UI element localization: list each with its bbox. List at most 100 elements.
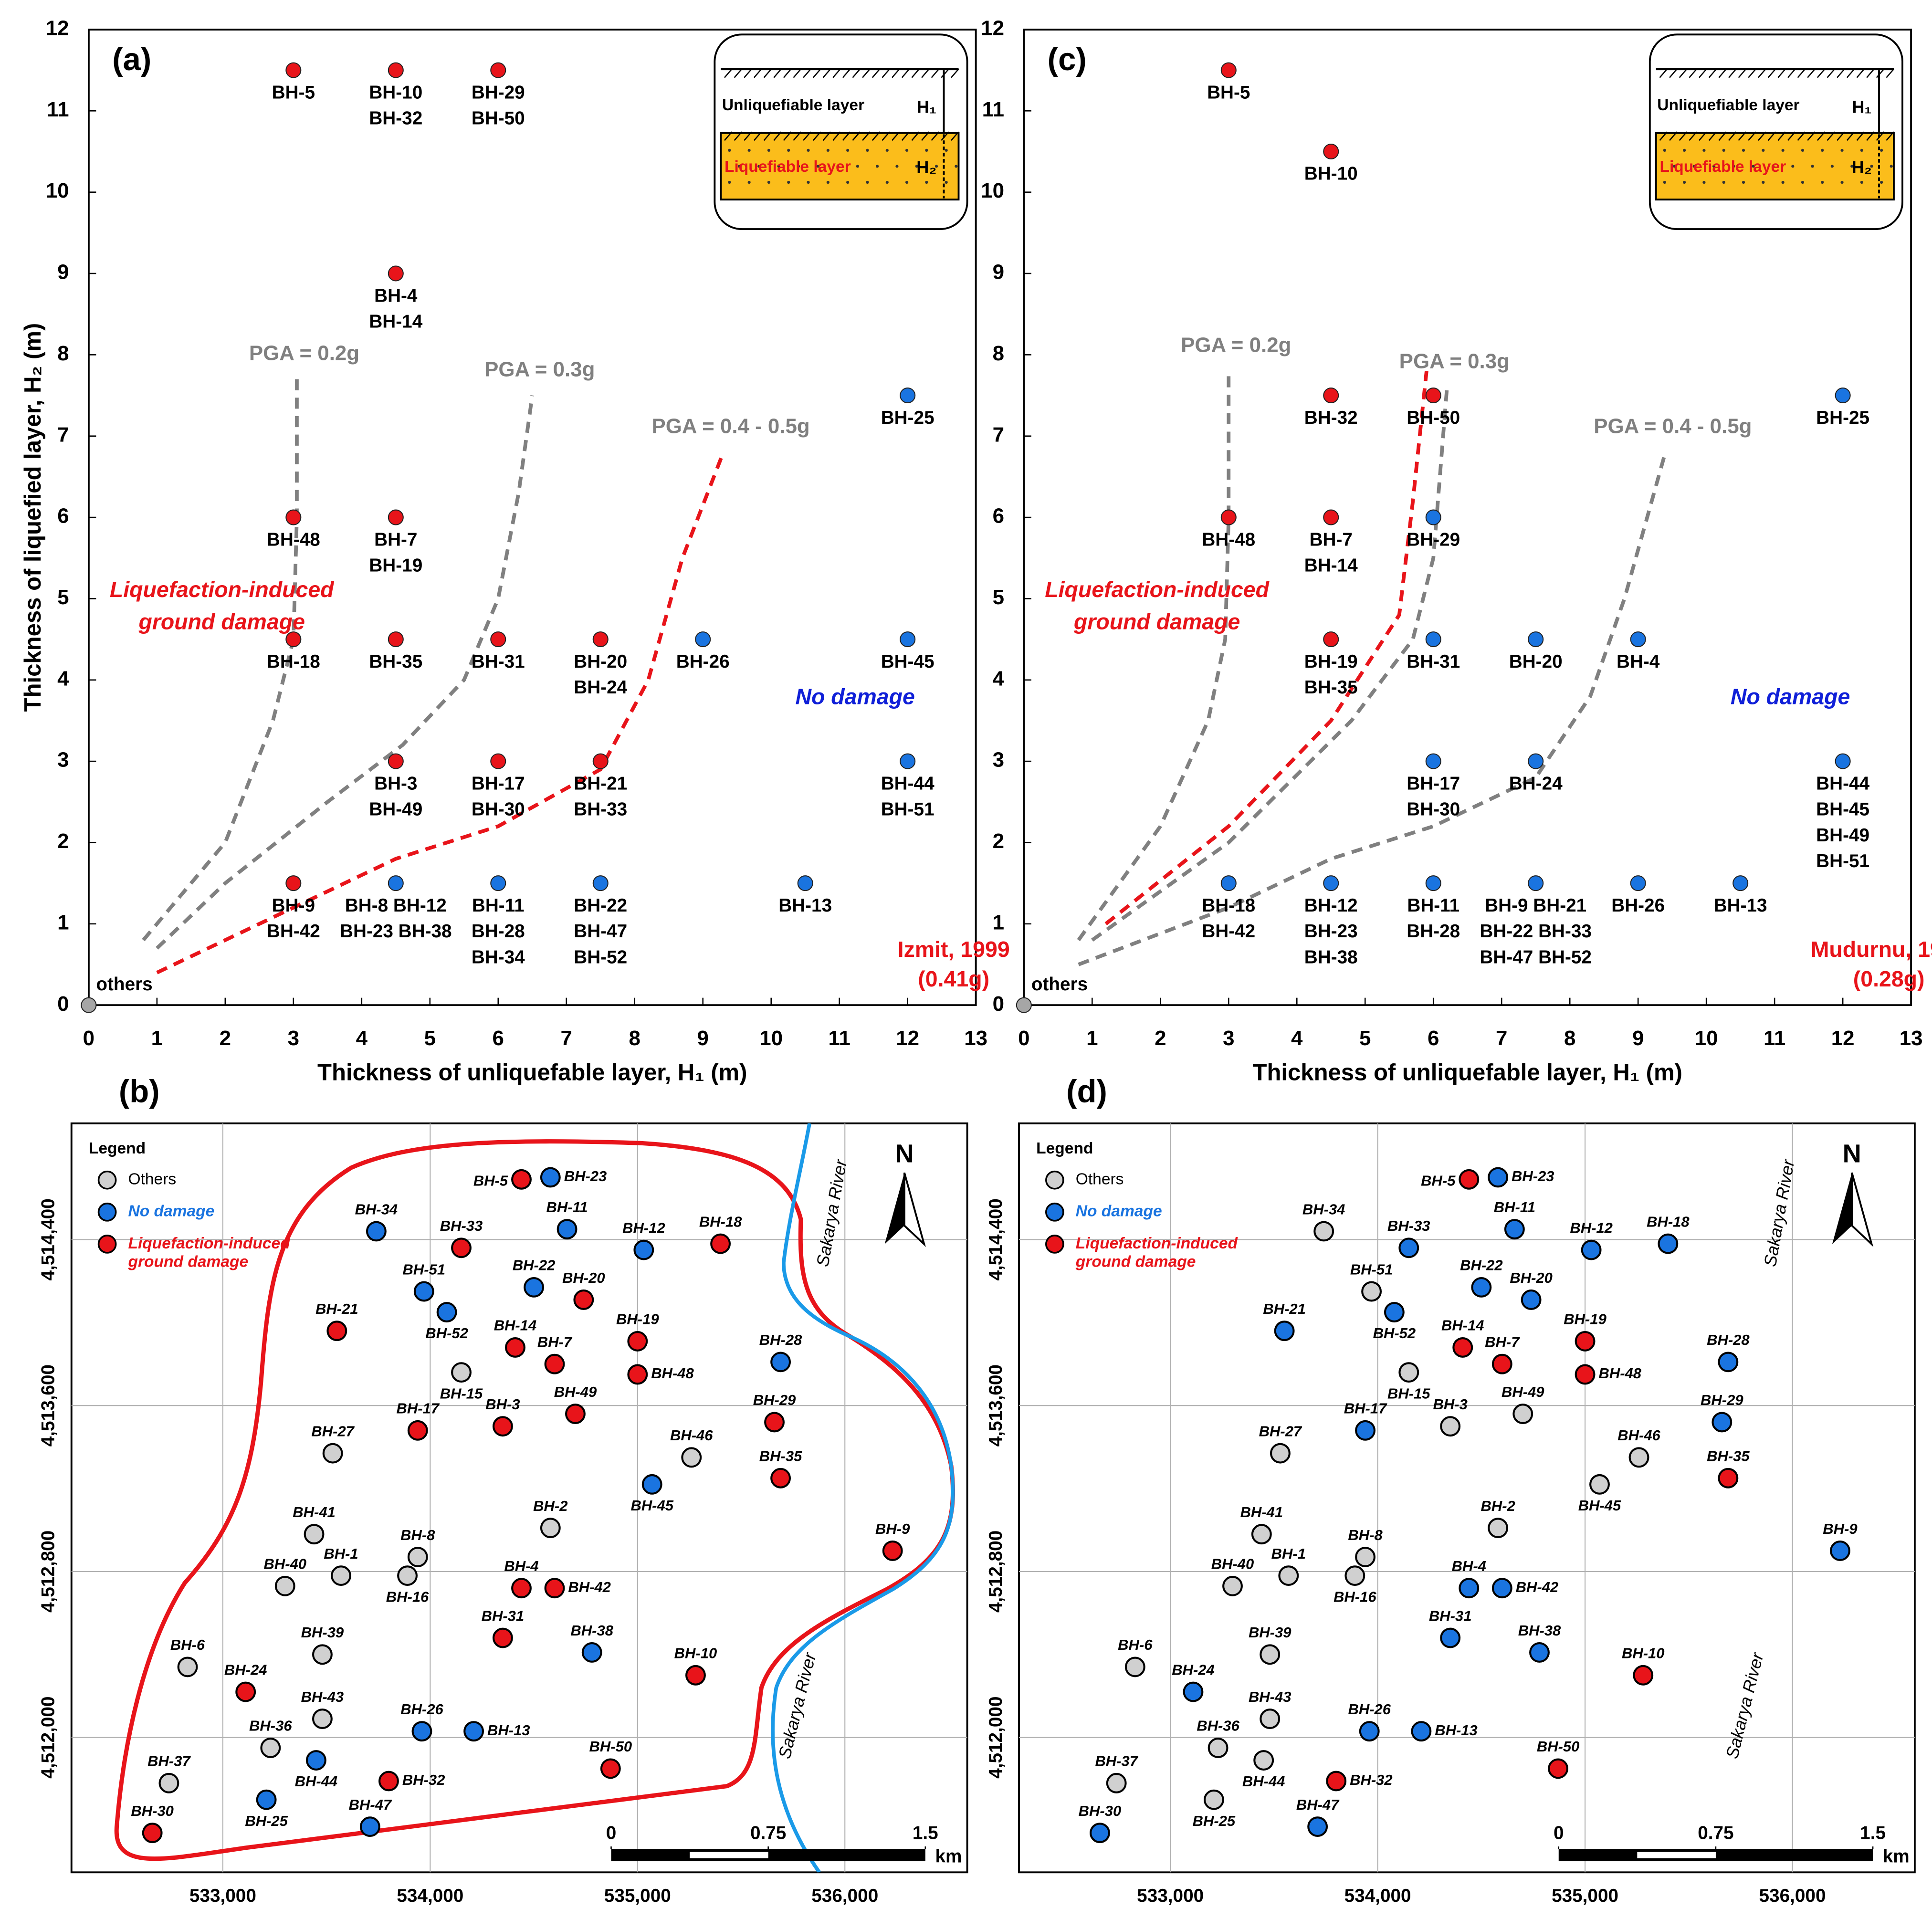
borehole <box>260 1738 281 1758</box>
point-label: BH-32 <box>369 108 422 129</box>
hatch <box>724 68 733 78</box>
borehole-label: BH-41 <box>293 1504 336 1520</box>
data-point <box>285 62 302 78</box>
sand-dot <box>777 165 780 168</box>
hatch <box>1807 131 1816 141</box>
point-label: BH-7 <box>1310 529 1353 550</box>
sand-dot <box>797 165 800 168</box>
y-tick-label: 8 <box>57 342 69 365</box>
point-label: BH-9 <box>272 895 315 916</box>
borehole-label: BH-16 <box>1334 1588 1376 1605</box>
borehole <box>710 1233 731 1254</box>
hatch <box>822 131 831 141</box>
y-tick-label: 4,512,800 <box>986 1531 1006 1613</box>
point-label: BH-17 <box>472 773 525 794</box>
x-tick-label: 11 <box>1764 1027 1785 1050</box>
borehole-label: BH-5 <box>473 1173 508 1189</box>
borehole <box>540 1518 561 1539</box>
data-point <box>388 265 404 282</box>
borehole-label: BH-19 <box>616 1311 659 1328</box>
data-point <box>1425 875 1441 891</box>
borehole <box>1488 1167 1509 1188</box>
y-tick-label: 6 <box>993 504 1004 528</box>
x-tick-label: 12 <box>896 1027 919 1050</box>
hatch <box>1876 68 1885 78</box>
point-label: BH-19 <box>1304 651 1358 672</box>
borehole-label: BH-42 <box>1516 1579 1559 1595</box>
borehole <box>366 1221 387 1242</box>
hatch <box>931 131 940 141</box>
map-frame <box>1018 1122 1916 1874</box>
x-tick-label: 13 <box>964 1027 987 1050</box>
borehole-label: BH-38 <box>570 1622 613 1639</box>
data-point <box>388 753 404 769</box>
panel-label: (b) <box>119 1074 160 1110</box>
borehole-label: BH-35 <box>1707 1448 1750 1465</box>
point-label: BH-33 <box>574 799 627 820</box>
point-label: BH-51 <box>1816 851 1869 871</box>
point-label: BH-17 <box>1407 773 1460 794</box>
borehole-label: BH-46 <box>670 1427 713 1444</box>
borehole-label: BH-41 <box>1240 1504 1283 1520</box>
point-label: BH-45 <box>1816 799 1869 820</box>
borehole-label: BH-14 <box>494 1317 537 1334</box>
scale-label: 1.5 <box>1860 1823 1886 1843</box>
scale-label: 1.5 <box>913 1823 938 1843</box>
point-label: BH-4 <box>1617 651 1660 672</box>
borehole <box>1521 1289 1542 1310</box>
borehole <box>1471 1277 1492 1298</box>
data-point <box>388 631 404 648</box>
data-point <box>1323 875 1339 891</box>
sand-dot <box>747 148 751 152</box>
hatch <box>773 68 782 78</box>
borehole-label: BH-12 <box>1570 1219 1613 1236</box>
data-point <box>388 62 404 78</box>
point-label: BH-35 <box>1304 677 1358 698</box>
hatch <box>832 68 841 78</box>
sand-dot <box>737 165 741 168</box>
sand-dot <box>1801 148 1805 152</box>
point-label: BH-4 <box>374 285 418 306</box>
y-axis-label: Thickness of liquefied layer, H₂ (m) <box>20 323 46 712</box>
borehole-label: BH-34 <box>355 1201 398 1217</box>
data-point <box>797 875 813 891</box>
hatch <box>763 68 772 78</box>
borehole <box>407 1547 428 1567</box>
sand-dot <box>856 165 859 168</box>
borehole <box>326 1321 347 1342</box>
point-label: BH-10 <box>1304 164 1358 184</box>
borehole-label: BH-10 <box>674 1645 717 1662</box>
borehole <box>274 1575 295 1596</box>
borehole <box>1529 1642 1550 1663</box>
y-tick-label: 4,513,600 <box>986 1364 1006 1447</box>
borehole <box>627 1364 648 1385</box>
x-tick-label: 6 <box>493 1027 504 1050</box>
borehole-label: BH-31 <box>1429 1607 1472 1624</box>
borehole <box>492 1627 513 1648</box>
legend-label: Others <box>1076 1171 1124 1188</box>
borehole <box>1548 1758 1569 1779</box>
borehole-label: BH-50 <box>1537 1738 1580 1755</box>
point-label: BH-48 <box>1202 529 1255 550</box>
borehole-label: BH-44 <box>295 1773 338 1790</box>
x-tick-label: 12 <box>1831 1027 1855 1050</box>
data-point <box>1323 631 1339 648</box>
data-point <box>285 875 302 891</box>
sand-dot <box>905 180 909 184</box>
data-point <box>285 509 302 525</box>
y-tick-label: 4 <box>993 667 1005 690</box>
hatch <box>1708 68 1717 78</box>
borehole-label: BH-39 <box>1249 1624 1292 1641</box>
sand-dot <box>1840 148 1844 152</box>
borehole <box>1326 1771 1347 1792</box>
no-damage-annotation: No damage <box>795 684 914 709</box>
borehole-label: BH-51 <box>1350 1261 1393 1278</box>
point-label: others <box>1031 974 1088 995</box>
hatch <box>1689 131 1697 141</box>
hatch <box>1669 131 1678 141</box>
hatch <box>783 68 792 78</box>
hatch <box>1699 68 1707 78</box>
x-tick-label: 533,000 <box>189 1886 256 1906</box>
data-point <box>1323 509 1339 525</box>
hatch <box>911 68 920 78</box>
